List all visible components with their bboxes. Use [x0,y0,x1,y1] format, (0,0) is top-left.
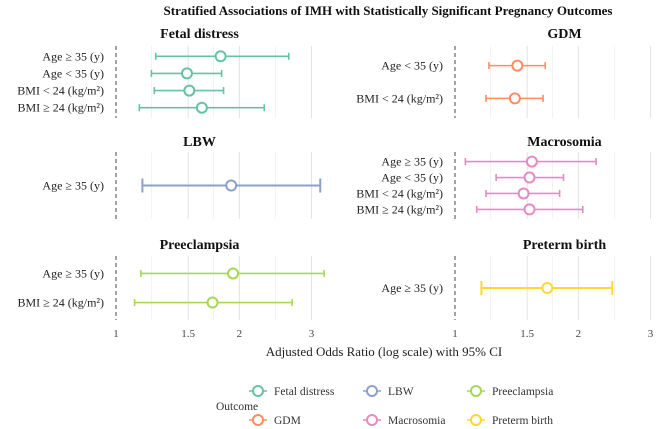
panel-title: GDM [547,27,581,42]
row-label: BMI ≥ 24 (kg/m²) [356,202,443,216]
x-axis-ticks: 1 1.5 2 3 1 1.5 2 3 [113,328,654,340]
point-estimate [541,282,554,294]
chart-title: Stratified Associations of IMH with Stat… [164,3,613,18]
legend-item-preterm-birth: Preterm birth [467,414,553,427]
legend-item-gdm: GDM [249,414,301,427]
data-row: Age < 35 (y) [381,171,565,185]
data-row: BMI < 24 (kg/m²) [356,186,561,200]
legend: Outcome Fetal distress LBW Preeclampsia GDM… [216,385,553,427]
point-estimate [180,67,193,80]
data-row: BMI < 24 (kg/m²) [17,84,225,98]
legend-item-macrosomia: Macrosomia [363,414,445,427]
data-row: Age < 35 (y) [381,59,547,73]
data-row: Age ≥ 35 (y) [42,266,325,280]
point-estimate [214,50,227,63]
x-tick-label: 3 [309,328,315,340]
panel-lbw: LBW Age ≥ 35 (y) [42,135,322,219]
legend-key-circle-icon [366,385,378,397]
row-label: BMI ≥ 24 (kg/m²) [17,296,104,310]
x-tick-label: 3 [648,328,654,340]
point-estimate [523,203,536,216]
row-label: Age < 35 (y) [381,59,443,73]
point-estimate [225,179,238,192]
x-tick-label: 1.5 [181,328,195,340]
point-estimate [183,84,196,97]
legend-key-circle-icon [366,414,378,426]
data-row: BMI ≥ 24 (kg/m²) [356,202,584,216]
panel-title: LBW [183,135,216,150]
row-label: Age < 35 (y) [42,66,104,80]
data-row: Age < 35 (y) [42,66,223,80]
legend-item-preeclampsia: Preeclampsia [467,385,553,398]
row-label: BMI < 24 (kg/m²) [356,91,443,105]
panel-preterm-birth: Preterm birth Age ≥ 35 (y) [381,238,652,320]
x-tick-label: 1 [452,328,458,340]
data-row: Age ≥ 35 (y) [381,281,614,295]
legend-key-circle-icon [252,414,264,426]
panel-title: Preterm birth [523,238,607,253]
row-label: Age ≥ 35 (y) [381,281,443,295]
x-axis-title: Adjusted Odds Ratio (log scale) with 95%… [266,344,503,359]
data-row: Age ≥ 35 (y) [42,178,322,193]
point-estimate [525,155,538,168]
legend-label: GDM [274,415,301,427]
panel-title: Fetal distress [160,27,239,42]
legend-label: Preeclampsia [492,386,553,398]
panel-title: Preeclampsia [160,238,240,253]
row-label: Age < 35 (y) [381,171,443,185]
data-row: BMI < 24 (kg/m²) [356,91,544,105]
row-label: Age ≥ 35 (y) [42,179,104,193]
legend-label: Fetal distress [274,386,335,398]
data-row: BMI ≥ 24 (kg/m²) [17,101,266,115]
point-estimate [511,59,524,72]
x-tick-label: 1.5 [520,328,534,340]
legend-key-circle-icon [470,414,482,426]
row-label: Age ≥ 35 (y) [42,266,104,280]
point-estimate [195,101,208,114]
row-label: BMI ≥ 24 (kg/m²) [17,101,104,115]
row-label: BMI < 24 (kg/m²) [17,84,104,98]
legend-item-fetal-distress: Fetal distress [249,385,335,398]
legend-item-lbw: LBW [363,385,414,398]
legend-key-circle-icon [252,385,264,397]
legend-label: LBW [388,386,414,398]
panel-preeclampsia: Preeclampsia Age ≥ 35 (y) BMI ≥ 24 (kg/m²) [17,238,325,320]
legend-label: Macrosomia [388,415,445,427]
point-estimate [508,92,521,105]
point-estimate [523,171,536,184]
row-label: Age ≥ 35 (y) [381,155,443,169]
panel-gdm: GDM Age < 35 (y) BMI < 24 (kg/m²) [356,27,652,118]
point-estimate [227,267,240,280]
x-tick-label: 1 [113,328,119,340]
row-label: BMI < 24 (kg/m²) [356,186,443,200]
legend-label: Preterm birth [492,415,553,427]
point-estimate [206,296,219,309]
legend-title: Outcome [216,401,258,413]
data-row: Age ≥ 35 (y) [42,49,290,63]
panel-macrosomia: Macrosomia Age ≥ 35 (y) Age < 35 (y)BMI < … [356,135,652,219]
panel-title: Macrosomia [527,135,601,150]
row-label: Age ≥ 35 (y) [42,49,104,63]
point-estimate [517,187,530,200]
x-tick-label: 2 [576,328,582,340]
data-row: Age ≥ 35 (y) [381,155,597,169]
data-row: BMI ≥ 24 (kg/m²) [17,296,293,310]
x-tick-label: 2 [237,328,243,340]
legend-key-circle-icon [470,385,482,397]
panel-fetal-distress: Fetal distress Age ≥ 35 (y) Age < 35 (y) BM… [17,27,313,118]
